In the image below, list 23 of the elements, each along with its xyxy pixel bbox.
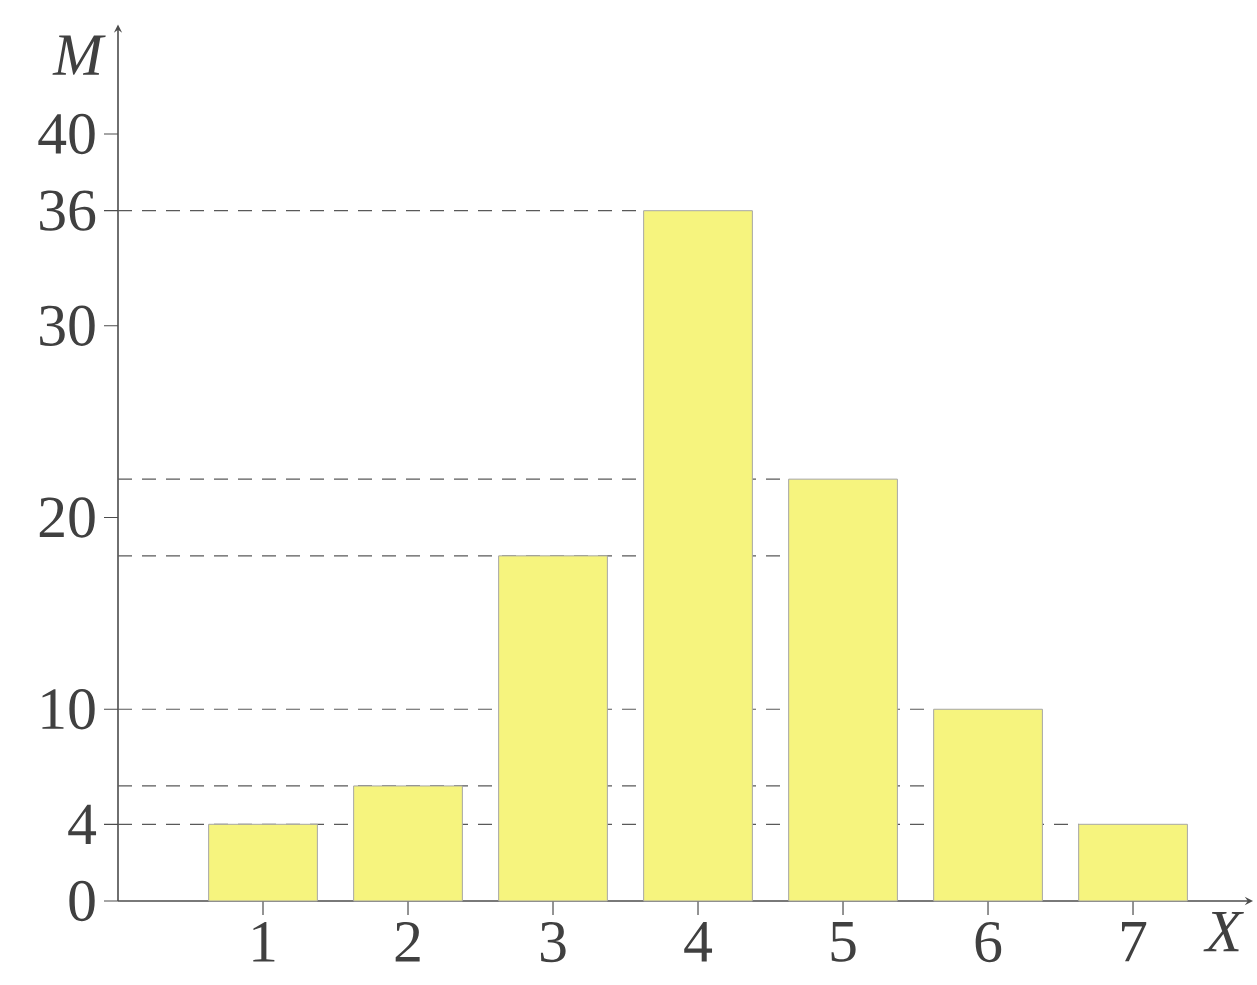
y-tick-label: 4 bbox=[68, 804, 97, 844]
x-tick-label: 2 bbox=[395, 922, 420, 962]
y-axis-title: M bbox=[52, 35, 106, 75]
x-tick-label: 4 bbox=[684, 922, 713, 962]
bar bbox=[353, 785, 463, 902]
y-tick-label: 36 bbox=[40, 190, 96, 231]
bar bbox=[643, 210, 753, 902]
bar bbox=[933, 708, 1043, 902]
y-tick-label: 0 bbox=[69, 880, 95, 922]
x-tick-label: 5 bbox=[831, 922, 856, 962]
x-tick-label: 1 bbox=[253, 922, 275, 962]
bar bbox=[1078, 823, 1188, 902]
x-axis-title: X bbox=[1203, 912, 1244, 952]
x-tick-label: 6 bbox=[975, 922, 1002, 963]
bar bbox=[208, 823, 318, 902]
x-tick-label: 7 bbox=[1122, 922, 1147, 962]
bar bbox=[788, 478, 898, 902]
bar bbox=[498, 555, 608, 902]
y-tick-label: 30 bbox=[40, 305, 95, 346]
y-tick-label: 10 bbox=[42, 689, 95, 730]
y-tick-label: 40 bbox=[38, 113, 95, 155]
y-tick-label: 20 bbox=[39, 497, 95, 538]
x-tick-label: 3 bbox=[540, 922, 566, 963]
